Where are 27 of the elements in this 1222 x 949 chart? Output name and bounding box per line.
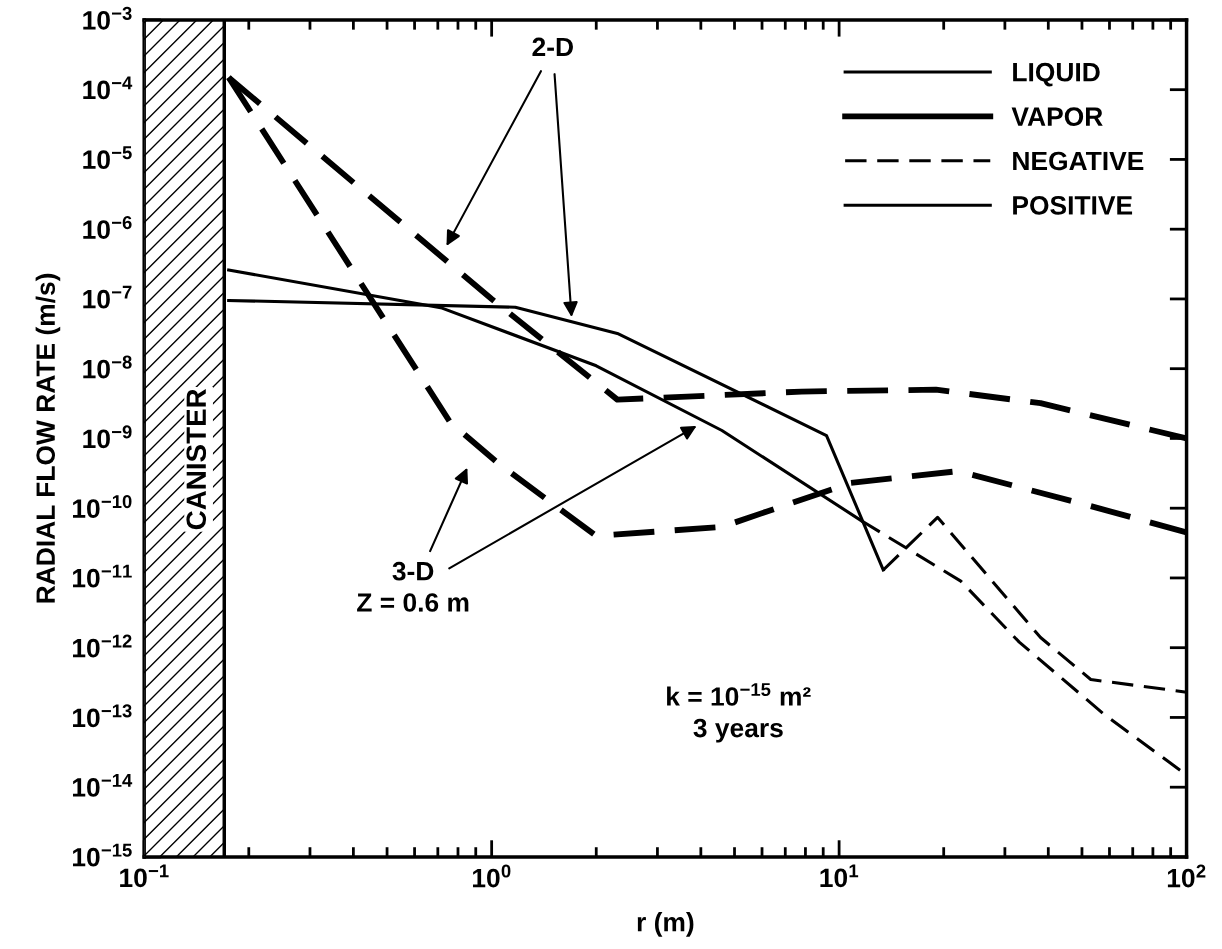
y-tick-label: 10$^{−10}$ bbox=[73, 495, 132, 518]
annotation: 3-D Z = 0.6 m bbox=[357, 561, 469, 612]
y-tick-label: 10$^{−6}$ bbox=[83, 216, 132, 239]
x-tick-label: 10$^{2}$ bbox=[1167, 864, 1206, 888]
legend-label: POSITIVE bbox=[1013, 196, 1133, 215]
y-tick-label: 10$^{−15}$ bbox=[73, 843, 132, 867]
legend-label: NEGATIVE bbox=[1013, 151, 1144, 171]
annotation: k = 10$^{−15}$ m² 3 years bbox=[667, 683, 811, 743]
y-tick-label: 10$^{−13}$ bbox=[73, 704, 132, 728]
y-tick-label: 10$^{−3}$ bbox=[83, 6, 132, 30]
x-tick-label: 10$^{−1}$ bbox=[120, 864, 169, 888]
x-axis-title: r (m) bbox=[637, 912, 694, 937]
legend-label: VAPOR bbox=[1011, 107, 1103, 126]
y-tick-label: 10$^{−9}$ bbox=[83, 425, 132, 449]
y-tick-label: 10$^{−12}$ bbox=[73, 634, 132, 658]
y-tick-label: 10$^{−7}$ bbox=[83, 285, 132, 309]
x-tick-label: 10$^{0}$ bbox=[472, 864, 511, 888]
y-tick-label: 10$^{−8}$ bbox=[83, 355, 132, 379]
y-tick-label: 10$^{−14}$ bbox=[73, 774, 133, 797]
y-axis-title: RADIAL FLOW RATE (m/s) bbox=[35, 273, 61, 603]
x-tick-label: 10$^{1}$ bbox=[820, 864, 859, 888]
legend-label: LIQUID bbox=[1013, 62, 1100, 87]
band-label: CANISTER bbox=[186, 388, 207, 530]
y-tick-label: 10$^{−11}$ bbox=[73, 564, 132, 588]
y-tick-label: 10$^{−5}$ bbox=[83, 146, 132, 170]
y-tick-label: 10$^{−4}$ bbox=[83, 76, 133, 100]
annotation: 2-D bbox=[532, 37, 573, 57]
